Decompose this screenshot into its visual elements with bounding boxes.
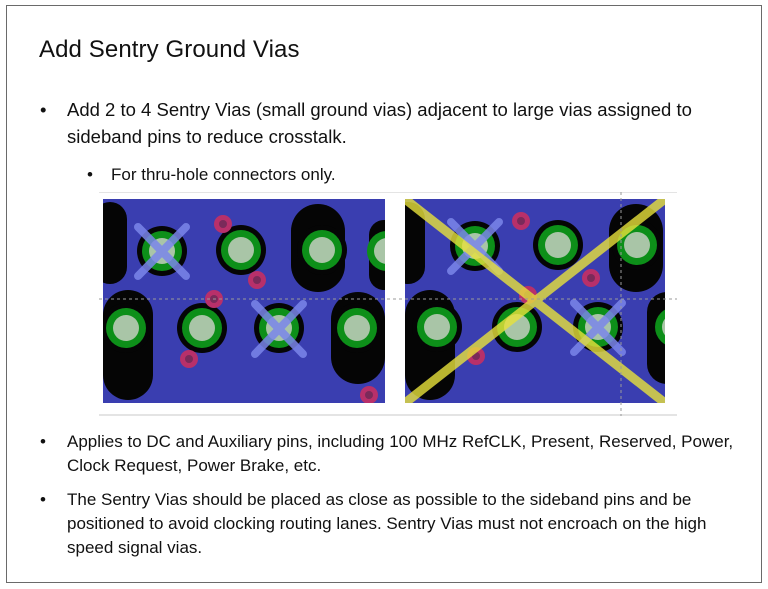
sentry-via <box>512 212 530 230</box>
slide-title: Add Sentry Ground Vias <box>39 36 300 63</box>
large-via <box>367 231 385 271</box>
sentry-via <box>248 271 266 289</box>
sentry-via <box>180 350 198 368</box>
large-via <box>297 225 347 275</box>
bullet-dot: • <box>40 490 46 509</box>
large-via <box>177 303 227 353</box>
bullet-text: Applies to DC and Auxiliary pins, includ… <box>67 432 734 475</box>
bullet-dot: • <box>40 99 47 120</box>
via-void <box>103 202 127 284</box>
large-via <box>612 220 662 270</box>
panel-correct <box>103 199 385 403</box>
large-via <box>492 302 542 352</box>
bullet-applies-to: • Applies to DC and Auxiliary pins, incl… <box>40 430 747 478</box>
large-via <box>655 309 665 345</box>
sentry-via <box>582 269 600 287</box>
bullet-dot: • <box>87 165 93 184</box>
large-via <box>412 302 462 352</box>
x-mark <box>570 299 626 356</box>
bullet-text: The Sentry Vias should be placed as clos… <box>67 490 707 557</box>
large-via <box>103 303 151 353</box>
bullet-sentry-vias: • Add 2 to 4 Sentry Vias (small ground v… <box>40 96 747 150</box>
bullet-text: For thru-hole connectors only. <box>111 165 336 184</box>
sentry-via <box>360 386 378 403</box>
bullet-text: Add 2 to 4 Sentry Vias (small ground via… <box>67 99 692 147</box>
bullet-placement-rule: • The Sentry Vias should be placed as cl… <box>40 488 757 560</box>
crossed-out-mark <box>405 199 665 403</box>
large-via <box>533 220 583 270</box>
bullet-dot: • <box>40 432 46 451</box>
via-placement-figure <box>99 192 677 416</box>
panel-incorrect <box>405 199 665 403</box>
sub-bullet-thru-hole: • For thru-hole connectors only. <box>87 161 336 188</box>
x-mark <box>134 223 190 280</box>
x-mark <box>251 300 307 358</box>
sentry-via <box>214 215 232 233</box>
via-void <box>405 202 425 284</box>
slide-frame: Add Sentry Ground Vias • Add 2 to 4 Sent… <box>6 5 762 583</box>
large-via <box>332 303 382 353</box>
large-via <box>216 225 266 275</box>
